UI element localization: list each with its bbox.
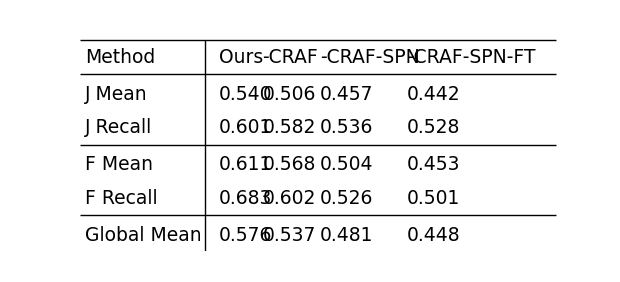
- Text: -CRAF-SPN: -CRAF-SPN: [320, 48, 420, 67]
- Text: 0.576: 0.576: [219, 226, 273, 245]
- Text: 0.537: 0.537: [262, 226, 316, 245]
- Text: 0.528: 0.528: [407, 118, 460, 137]
- Text: 0.501: 0.501: [407, 189, 460, 208]
- Text: J Mean: J Mean: [85, 85, 148, 103]
- Text: 0.601: 0.601: [219, 118, 273, 137]
- Text: 0.602: 0.602: [262, 189, 316, 208]
- Text: 0.526: 0.526: [320, 189, 373, 208]
- Text: 0.504: 0.504: [320, 155, 374, 174]
- Text: Global Mean: Global Mean: [85, 226, 202, 245]
- Text: 0.457: 0.457: [320, 85, 374, 103]
- Text: -CRAF-SPN-FT: -CRAF-SPN-FT: [407, 48, 535, 67]
- Text: 0.611: 0.611: [219, 155, 273, 174]
- Text: -CRAF: -CRAF: [262, 48, 318, 67]
- Text: 0.506: 0.506: [262, 85, 316, 103]
- Text: Ours: Ours: [219, 48, 264, 67]
- Text: 0.536: 0.536: [320, 118, 373, 137]
- Text: 0.442: 0.442: [407, 85, 460, 103]
- Text: 0.448: 0.448: [407, 226, 460, 245]
- Text: 0.481: 0.481: [320, 226, 374, 245]
- Text: F Mean: F Mean: [85, 155, 153, 174]
- Text: 0.568: 0.568: [262, 155, 316, 174]
- Text: 0.540: 0.540: [219, 85, 273, 103]
- Text: 0.683: 0.683: [219, 189, 273, 208]
- Text: F Recall: F Recall: [85, 189, 157, 208]
- Text: 0.582: 0.582: [262, 118, 316, 137]
- Text: 0.453: 0.453: [407, 155, 460, 174]
- Text: Method: Method: [85, 48, 155, 67]
- Text: J Recall: J Recall: [85, 118, 152, 137]
